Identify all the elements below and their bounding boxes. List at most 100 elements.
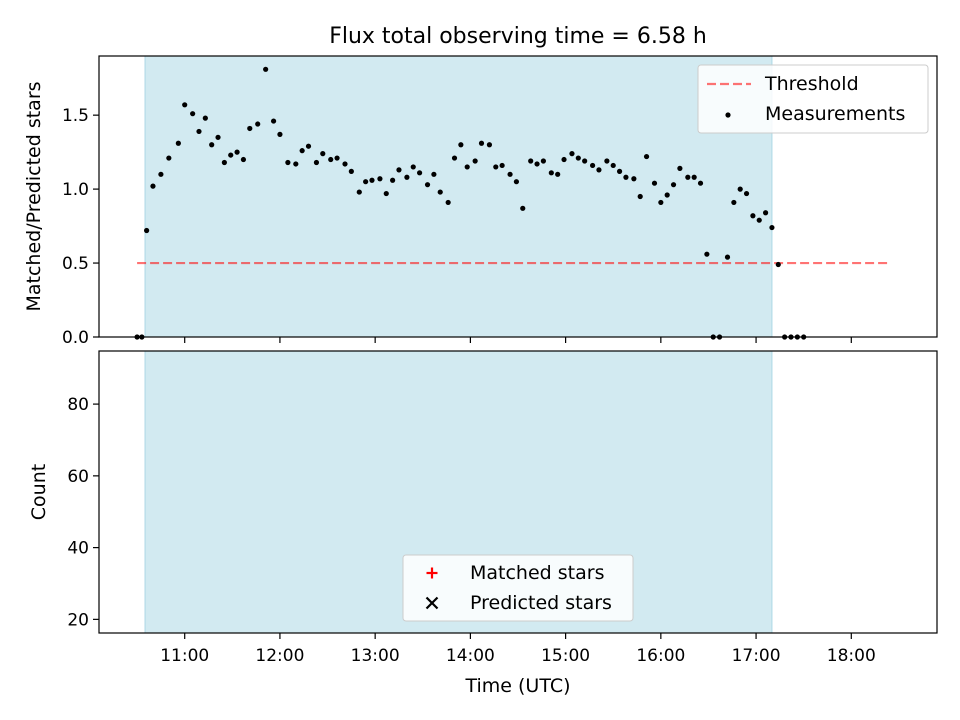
measurement-point [363,179,369,185]
measurement-point [377,176,383,182]
measurement-point [555,171,561,177]
top-legend: Threshold Measurements [697,64,929,134]
measurement-point [396,167,402,173]
measurement-point [616,168,623,174]
measurement-point [348,168,354,174]
measurement-point [737,186,743,192]
x-tick-label: 18:00 [827,646,876,666]
top-plot-frame [98,55,938,338]
measurement-point [548,170,554,176]
x-axis: 11:00 12:00 13:00 14:00 15:00 16:00 17:00 18:00 [160,633,876,666]
measurement-point [202,115,208,121]
measurement-point [697,180,704,186]
measurement-point [209,142,215,148]
measurement-point [685,174,691,180]
measurement-point [691,174,697,180]
measurement-point [775,261,781,268]
measurement-point [596,167,602,173]
x-tick-label: 11:00 [160,646,209,666]
measurement-point [299,148,305,154]
measurement-point [493,164,499,170]
x-axis-label: Time (UTC) [464,675,570,697]
measurement-point [582,158,588,164]
measurement-point [623,174,629,180]
measurement-point [762,210,769,216]
measurement-point [670,182,677,188]
measurement-point [643,153,650,160]
measurement-point [158,171,164,177]
x-tick-label: 12:00 [255,646,304,666]
measurement-point [437,189,443,195]
legend-x-marker [425,596,439,610]
measurement-point [658,199,664,206]
measurement-point [756,217,762,223]
measurement-point [390,177,396,183]
x-marker-b [425,596,439,610]
x-tick-label: 13:00 [351,646,400,666]
measurement-point [472,158,478,164]
measurement-point [270,118,277,124]
measurement-point [513,179,520,185]
legend-predicted-swatch [425,596,439,610]
y-tick-label: 40 [67,539,89,559]
measurement-point [240,156,247,163]
bottom-legend-box [402,554,634,622]
measurement-point [383,190,389,197]
y-tick-label: 1.5 [62,106,89,126]
measurement-point [569,151,575,157]
measurement-point [263,66,269,72]
y-tick-label: 60 [67,467,89,487]
measurement-point [507,171,513,177]
y-tick-label: 0.5 [62,254,89,274]
measurement-point [285,159,291,166]
measurement-point [277,131,283,137]
measurement-point [677,165,683,171]
y-tick-label: 80 [67,395,89,415]
bottom-plot-frame [98,350,938,634]
top-x-ticks [184,337,852,343]
measurement-point [144,227,150,234]
x-tick-label: 14:00 [446,646,495,666]
measurement-point [320,151,326,157]
top-legend-box [697,64,929,134]
measurement-point [445,199,451,206]
chart-title: Flux total observing time = 6.58 h [329,24,707,49]
measurement-point [540,158,546,164]
x-tick-label: 17:00 [732,646,781,666]
measurement-point [410,164,416,170]
measurement-point [221,159,227,166]
measurement-point [369,177,375,183]
measurement-point [604,158,610,164]
measurement-point [704,251,710,257]
measurement-point [305,143,312,149]
top-y-axis-label: Matched/Predicted stars [23,81,45,311]
measurement-point [196,128,202,135]
measurement-point [247,125,253,132]
measurement-point [356,189,362,195]
measurement-point [190,111,196,117]
y-tick-label: 1.0 [62,180,89,200]
measurement-point [589,162,596,169]
observing-window-shade-top [144,55,773,338]
measurement-point [404,174,410,180]
bottom-y-axis-label: Count [28,464,50,520]
measurement-point [150,183,156,189]
measurement-point [293,161,299,167]
measurement-point [769,224,775,231]
measurement-point [520,205,526,211]
measurement-point [731,199,737,206]
measurement-point [342,161,348,167]
bottom-y-axis: 20 40 60 80 [67,395,99,630]
y-tick-label: 0.0 [62,328,89,348]
measurement-point [464,164,470,170]
bottom-legend: Matched stars Predicted stars [402,554,634,622]
x-tick-label: 15:00 [541,646,590,666]
measurement-point [610,162,616,169]
measurement-point [424,182,431,188]
measurement-point [528,158,534,164]
measurement-point [499,162,505,169]
measurement-point [561,156,567,163]
measurement-point [234,149,240,155]
